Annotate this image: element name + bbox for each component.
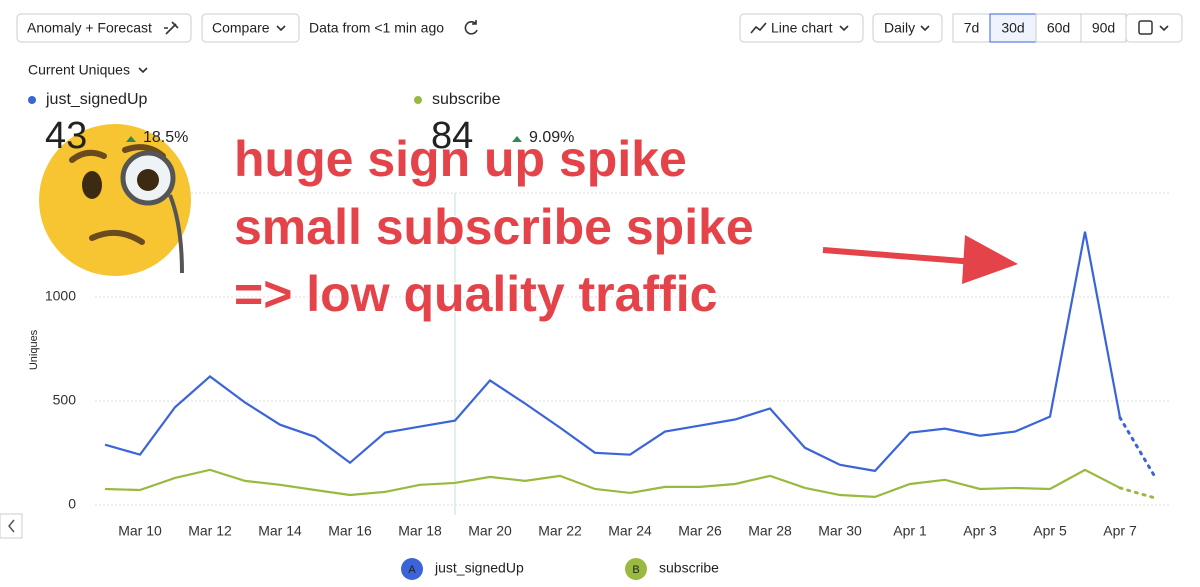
range-group: 7d 30d 60d 90d xyxy=(952,13,1127,43)
icon xyxy=(164,21,179,35)
forecast-line xyxy=(1118,416,1157,479)
x-tick-label: Apr 7 xyxy=(1103,523,1137,539)
refresh-icon[interactable] xyxy=(464,20,478,35)
range-button[interactable] xyxy=(1080,13,1127,43)
chevron xyxy=(920,25,930,32)
calendar-icon xyxy=(1138,20,1153,35)
annotation: huge sign up spike xyxy=(234,131,687,187)
range-button[interactable] xyxy=(989,13,1037,43)
button-label[interactable]: Anomaly + Forecast xyxy=(27,20,152,36)
legend-dot xyxy=(28,96,36,104)
legend-dot xyxy=(414,96,422,104)
icon xyxy=(8,519,15,533)
x-tick-label: Apr 5 xyxy=(1033,523,1067,539)
range-label[interactable]: 30d xyxy=(1001,20,1024,36)
x-tick-label: Mar 22 xyxy=(538,523,582,539)
emoji xyxy=(39,124,191,276)
scroll-button[interactable] xyxy=(0,513,23,539)
x-tick-label: Mar 28 xyxy=(748,523,792,539)
stat-value: 84 xyxy=(431,115,473,157)
series-line xyxy=(104,231,1122,473)
range-label[interactable]: 60d xyxy=(1047,20,1070,36)
button-label[interactable]: Compare xyxy=(212,20,270,36)
forecast-line xyxy=(1118,486,1157,500)
stat-value: 43 xyxy=(45,115,87,157)
x-tick-label: Mar 10 xyxy=(118,523,162,539)
x-tick-label: Mar 24 xyxy=(608,523,652,539)
legend-label: subscribe xyxy=(432,91,501,108)
annotation: => low quality traffic xyxy=(234,266,717,322)
x-tick-label: Mar 18 xyxy=(398,523,442,539)
stat-arrow xyxy=(126,136,136,142)
legend-badge-letter: B xyxy=(632,564,639,576)
x-tick-label: Mar 20 xyxy=(468,523,512,539)
range-label[interactable]: 7d xyxy=(964,20,980,36)
button[interactable] xyxy=(1125,13,1183,43)
x-tick-label: Mar 26 xyxy=(678,523,722,539)
legend-badge[interactable] xyxy=(401,558,423,580)
x-tick-label: Apr 1 xyxy=(893,523,927,539)
chevron xyxy=(276,25,286,32)
icon xyxy=(750,22,767,34)
legend-label: just_signedUp xyxy=(45,91,148,108)
x-tick-label: Apr 3 xyxy=(963,523,997,539)
x-tick-label: Mar 14 xyxy=(258,523,302,539)
arrow-head xyxy=(962,235,1018,284)
chevron xyxy=(138,67,148,74)
chevron xyxy=(839,25,849,32)
x-tick-label: Mar 30 xyxy=(818,523,862,539)
y-axis-label: Uniques xyxy=(28,329,40,370)
button[interactable] xyxy=(739,13,864,43)
annotation: small subscribe spike xyxy=(234,199,754,255)
button[interactable] xyxy=(16,13,192,43)
series-line xyxy=(104,468,1121,498)
button[interactable] xyxy=(872,13,943,43)
arrow xyxy=(822,247,976,265)
stat-change: 18.5% xyxy=(143,129,188,146)
button-label[interactable]: Line chart xyxy=(771,20,833,36)
range-button[interactable] xyxy=(1035,13,1082,43)
y-tick-label: 500 xyxy=(53,392,77,408)
legend-badge-letter: A xyxy=(408,564,416,576)
y-tick-label: 1000 xyxy=(45,288,76,304)
metric-label[interactable]: Current Uniques xyxy=(28,62,130,78)
legend-badge[interactable] xyxy=(625,558,647,580)
range-button[interactable] xyxy=(952,13,991,43)
chevron xyxy=(1159,25,1169,32)
y-tick-label: 0 xyxy=(68,496,76,512)
status: Data from <1 min ago xyxy=(309,20,444,36)
plot: Uniques 0 500 1000 Mar 10 Mar 12 Mar 14 Mar 16 M… xyxy=(28,231,1170,539)
legend-label[interactable]: just_signedUp xyxy=(434,560,524,576)
x-tick-label: Mar 16 xyxy=(328,523,372,539)
button-label[interactable]: Daily xyxy=(884,20,915,36)
range-label[interactable]: 90d xyxy=(1092,20,1115,36)
x-tick-label: Mar 12 xyxy=(188,523,232,539)
stat-arrow xyxy=(512,136,522,142)
button[interactable] xyxy=(201,13,300,43)
legend-label[interactable]: subscribe xyxy=(659,560,719,576)
stat-change: 9.09% xyxy=(529,129,574,146)
